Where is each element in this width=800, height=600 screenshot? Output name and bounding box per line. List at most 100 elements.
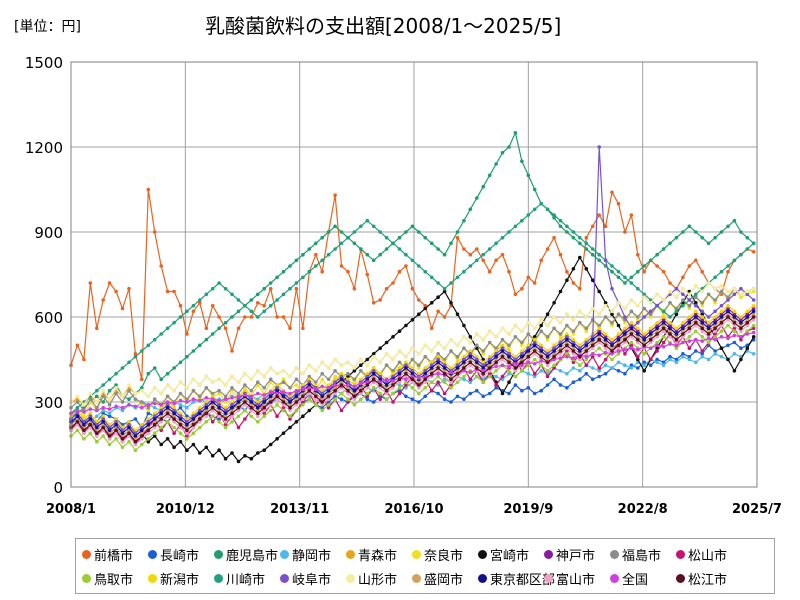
data-point	[268, 397, 273, 402]
data-point	[552, 363, 556, 368]
data-point	[262, 414, 267, 419]
data-point	[95, 408, 99, 413]
data-point	[552, 346, 556, 351]
data-point	[578, 354, 582, 359]
data-point	[668, 281, 672, 285]
data-point	[507, 349, 511, 353]
data-point	[159, 264, 163, 268]
data-point	[82, 410, 86, 414]
data-point	[101, 383, 105, 387]
data-point	[191, 442, 196, 447]
data-point	[294, 377, 299, 382]
data-point	[249, 400, 254, 404]
data-point	[636, 318, 640, 322]
data-point	[751, 323, 756, 328]
data-point	[494, 383, 498, 387]
data-point	[552, 349, 556, 353]
data-point	[668, 354, 672, 359]
data-point	[146, 431, 151, 436]
data-point	[571, 332, 576, 336]
data-point	[436, 366, 440, 370]
data-point	[732, 352, 737, 356]
data-point	[384, 235, 389, 240]
data-point	[217, 403, 221, 407]
data-point	[590, 352, 595, 356]
data-point	[442, 369, 447, 373]
data-point	[655, 303, 659, 308]
data-point	[243, 397, 247, 402]
data-point	[133, 404, 138, 409]
data-point	[281, 405, 286, 410]
legend-swatch	[346, 549, 355, 559]
data-point	[140, 403, 144, 407]
data-point	[378, 374, 383, 379]
data-point	[165, 383, 170, 387]
data-point	[326, 405, 331, 410]
series-川崎市	[69, 201, 756, 416]
data-point	[159, 405, 163, 410]
data-point	[198, 417, 202, 421]
data-point	[301, 403, 305, 407]
data-point	[429, 380, 434, 385]
data-point	[275, 275, 279, 280]
data-point	[449, 400, 453, 404]
data-point	[223, 417, 228, 421]
data-point	[578, 235, 582, 240]
data-point	[275, 391, 279, 396]
data-point	[365, 218, 370, 223]
data-point	[371, 371, 376, 376]
data-point	[391, 241, 395, 246]
data-point	[745, 315, 750, 319]
data-point	[513, 335, 518, 339]
data-point	[404, 377, 408, 382]
legend-swatch	[280, 549, 289, 559]
data-point	[262, 448, 267, 453]
data-point	[185, 414, 189, 419]
data-point	[391, 379, 395, 383]
data-point	[223, 408, 228, 413]
data-point	[706, 326, 711, 331]
data-point	[507, 391, 511, 396]
data-point	[655, 252, 659, 257]
data-point	[545, 247, 550, 251]
data-point	[210, 408, 215, 413]
data-point	[384, 286, 389, 291]
data-point	[210, 403, 215, 407]
data-point	[333, 391, 337, 396]
data-point	[210, 420, 215, 424]
data-point	[243, 303, 247, 308]
data-point	[307, 388, 312, 393]
data-point	[713, 320, 717, 325]
data-point	[185, 431, 189, 436]
data-point	[648, 315, 653, 319]
data-point	[526, 213, 531, 217]
series-新潟市	[69, 303, 756, 433]
data-point	[694, 320, 698, 325]
data-point	[455, 360, 460, 365]
data-point	[152, 422, 157, 427]
data-point	[359, 369, 363, 373]
data-point	[442, 357, 447, 362]
data-point	[648, 357, 653, 362]
data-point	[739, 320, 743, 325]
data-point	[223, 320, 228, 325]
data-point	[475, 332, 479, 336]
data-point	[243, 315, 247, 319]
data-point	[661, 323, 666, 328]
data-point	[739, 295, 743, 300]
data-point	[365, 377, 370, 382]
data-point	[674, 312, 679, 317]
data-point	[681, 275, 685, 280]
data-point	[642, 306, 646, 311]
data-point	[127, 425, 131, 430]
data-point	[352, 286, 357, 291]
data-point	[88, 417, 93, 421]
series-鳥取市	[69, 323, 756, 453]
legend-label: 全国	[622, 572, 649, 588]
data-point	[700, 339, 704, 343]
data-point	[681, 303, 685, 308]
data-point	[636, 315, 640, 319]
data-point	[475, 366, 479, 370]
data-point	[732, 333, 737, 338]
data-point	[687, 326, 692, 331]
